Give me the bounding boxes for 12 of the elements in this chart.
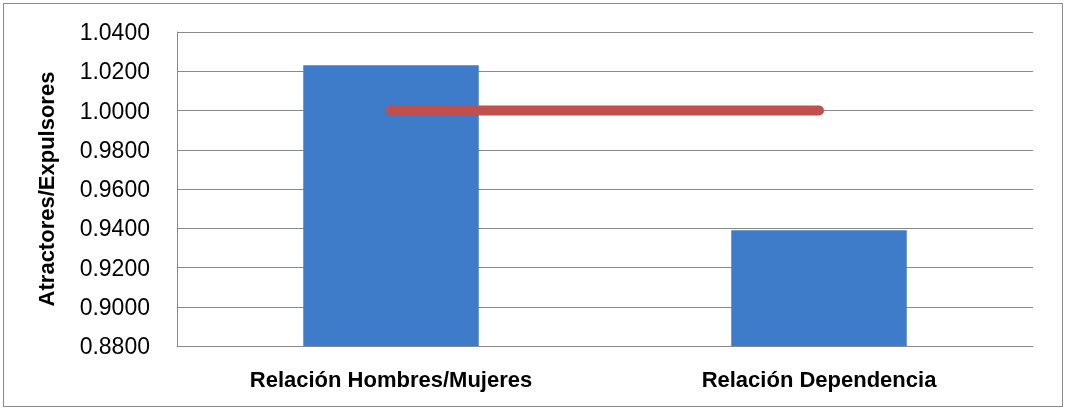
y-tick-label: 0.9200	[79, 254, 150, 281]
y-tick-label: 0.9800	[79, 136, 150, 163]
x-tick-label: Relación Hombres/Mujeres	[249, 366, 533, 392]
y-tick-label: 1.0400	[79, 19, 150, 45]
y-tick-label: 0.9600	[79, 176, 150, 202]
x-tick-label: Relación Dependencia	[701, 366, 938, 392]
y-axis-title: Atractores/Expulsores	[33, 71, 59, 307]
y-tick-label: 0.9400	[79, 215, 150, 242]
y-tick-label: 1.0000	[79, 97, 150, 124]
y-tick-label: 1.0200	[79, 58, 150, 85]
y-tick-label: 0.8800	[79, 333, 150, 359]
y-tick-label: 0.9000	[79, 293, 150, 320]
